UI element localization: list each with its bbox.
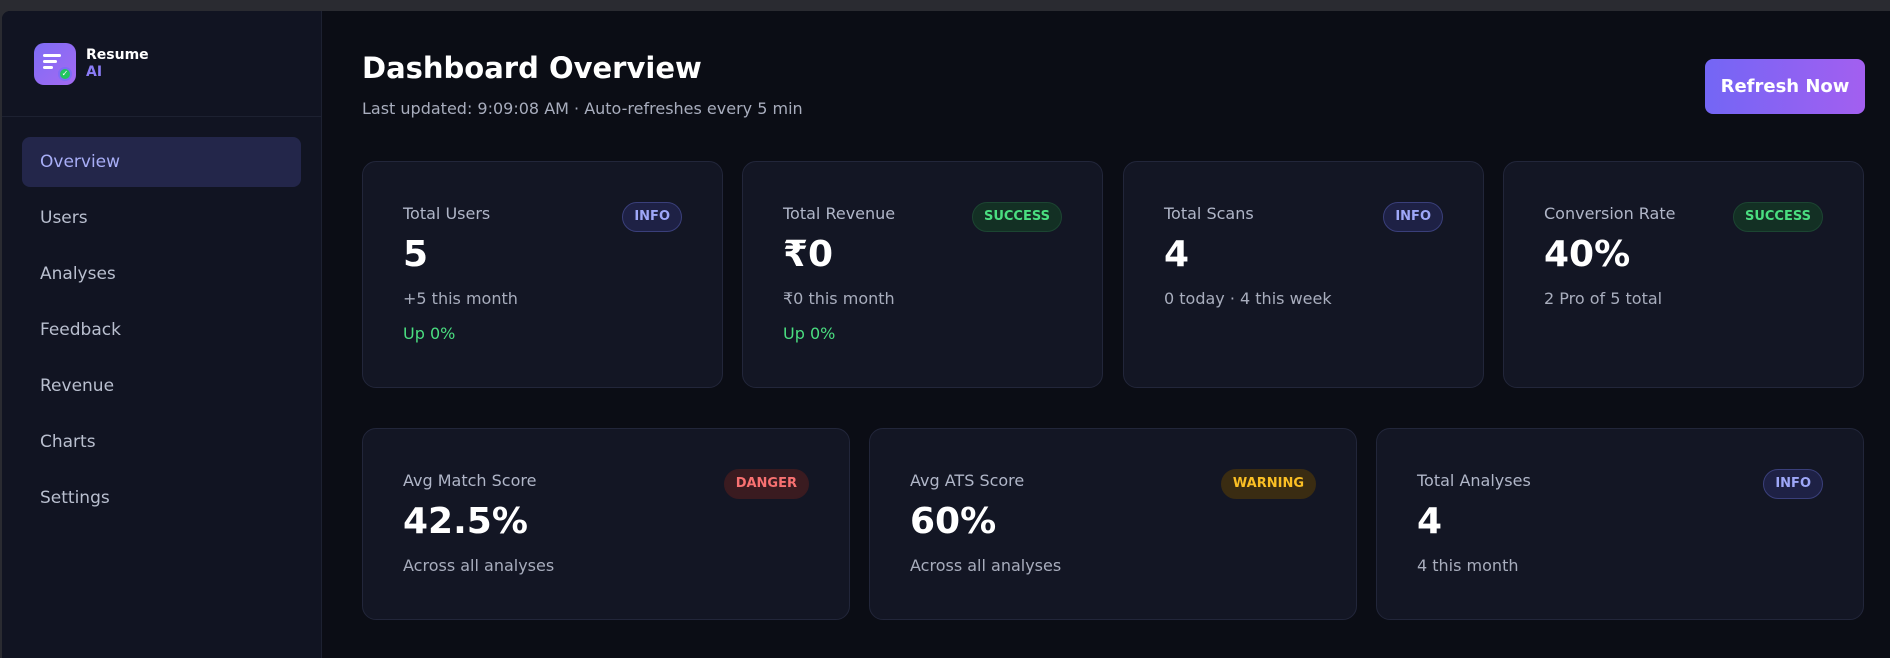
stat-card-total-scans: Total Scans INFO 4 0 today · 4 this week [1123,161,1484,388]
stat-card-avg-match-score: Avg Match Score DANGER 42.5% Across all … [362,428,850,620]
status-badge: INFO [1763,469,1823,499]
stat-label: Total Scans [1164,204,1254,223]
sidebar-item-revenue[interactable]: Revenue [40,376,115,396]
sidebar-item-charts[interactable]: Charts [40,432,96,452]
stat-value: 60% [910,501,997,542]
stat-card-avg-ats-score: Avg ATS Score WARNING 60% Across all ana… [869,428,1357,620]
stat-value: 5 [403,234,429,275]
sidebar-item-overview[interactable]: Overview [22,137,301,187]
stat-label: Avg ATS Score [910,471,1025,490]
page-title: Dashboard Overview [362,51,702,85]
status-badge: SUCCESS [1732,202,1823,232]
stat-card-total-users: Total Users INFO 5 +5 this month Up 0% [362,161,723,388]
stat-trend: Up 0% [403,324,456,343]
sidebar-item-feedback[interactable]: Feedback [40,320,121,340]
refresh-now-button[interactable]: Refresh Now [1705,59,1865,114]
status-badge: DANGER [723,469,809,499]
stat-label: Conversion Rate [1544,204,1676,223]
main-content: Dashboard Overview Last updated: 9:09:08… [322,11,1890,658]
stat-card-total-analyses: Total Analyses INFO 4 4 this month [1376,428,1864,620]
status-badge: INFO [1383,202,1443,232]
stat-subtext: 0 today · 4 this week [1164,289,1332,308]
stat-label: Total Analyses [1417,471,1531,490]
stat-value: 42.5% [403,501,528,542]
status-badge: SUCCESS [971,202,1062,232]
sidebar-item-settings[interactable]: Settings [40,488,110,508]
stat-subtext: Across all analyses [910,556,1062,575]
stat-label: Total Users [403,204,491,223]
brand-name: Resume [86,46,149,63]
stat-value: 4 [1417,501,1443,542]
stat-subtext: ₹0 this month [783,289,895,308]
status-badge: WARNING [1220,469,1316,499]
stat-label: Avg Match Score [403,471,537,490]
last-updated-text: Last updated: 9:09:08 AM · Auto-refreshe… [362,99,803,118]
brand[interactable]: ✓ Resume AI [2,11,321,117]
sidebar-item-analyses[interactable]: Analyses [40,264,116,284]
stat-subtext: Across all analyses [403,556,555,575]
stat-subtext: +5 this month [403,289,518,308]
stat-value: 40% [1544,234,1631,275]
stat-label: Total Revenue [783,204,896,223]
status-badge: INFO [622,202,682,232]
stat-subtext: 2 Pro of 5 total [1544,289,1663,308]
stat-card-total-revenue: Total Revenue SUCCESS ₹0 ₹0 this month U… [742,161,1103,388]
stat-value: ₹0 [783,234,834,275]
stat-value: 4 [1164,234,1190,275]
stat-card-conversion-rate: Conversion Rate SUCCESS 40% 2 Pro of 5 t… [1503,161,1864,388]
stat-trend: Up 0% [783,324,836,343]
sidebar: ✓ Resume AI Overview Users Analyses Feed… [2,11,322,658]
document-check-icon: ✓ [34,42,76,85]
sidebar-item-users[interactable]: Users [40,208,88,228]
stat-subtext: 4 this month [1417,556,1519,575]
app-window: ✓ Resume AI Overview Users Analyses Feed… [2,11,1890,658]
brand-suffix: AI [86,63,103,80]
sidebar-nav: Overview Users Analyses Feedback Revenue… [2,117,321,549]
